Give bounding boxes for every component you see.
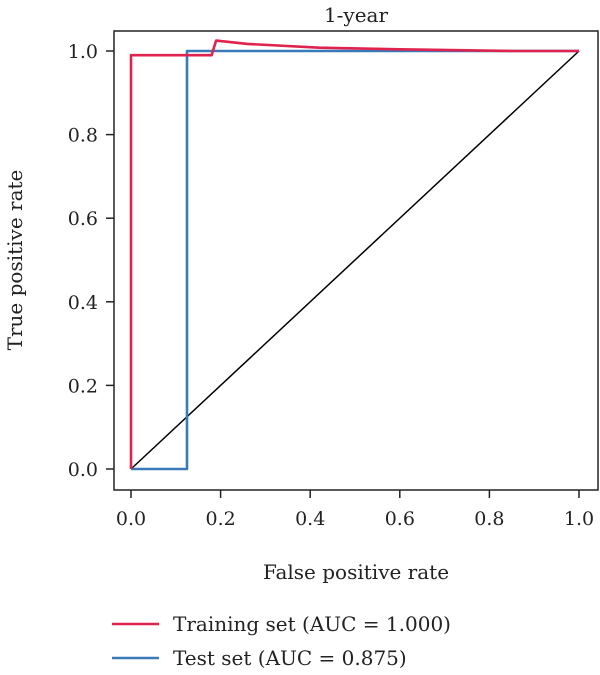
y-tick-label: 0.8 — [68, 125, 98, 147]
plot-frame — [113, 30, 599, 491]
y-axis-label: True positive rate — [3, 170, 27, 351]
test-set-roc-line — [131, 49, 579, 471]
legend: Training set (AUC = 1.000) Test set (AUC … — [112, 612, 451, 670]
plot-area — [129, 39, 580, 471]
y-tick-label: 0.0 — [68, 459, 98, 481]
x-tick-label: 0.0 — [116, 508, 146, 530]
y-tick-label: 0.2 — [68, 375, 98, 397]
x-tick-label: 0.8 — [474, 508, 504, 530]
chart-title: 1-year — [324, 3, 389, 27]
x-tick-label: 0.4 — [295, 508, 325, 530]
y-axis: 0.0 0.2 0.4 0.6 0.8 1.0 — [68, 41, 114, 481]
x-axis-label: False positive rate — [263, 560, 449, 584]
x-tick-label: 0.6 — [385, 508, 415, 530]
reference-diagonal-line — [130, 50, 580, 470]
y-tick-label: 1.0 — [68, 41, 98, 63]
x-tick-label: 1.0 — [564, 508, 594, 530]
y-tick-label: 0.4 — [68, 292, 98, 314]
legend-label-test: Test set (AUC = 0.875) — [173, 646, 407, 670]
x-tick-label: 0.2 — [205, 508, 235, 530]
legend-label-training: Training set (AUC = 1.000) — [173, 612, 451, 636]
training-set-roc-line — [129, 39, 579, 469]
x-axis: 0.0 0.2 0.4 0.6 0.8 1.0 — [116, 490, 594, 530]
y-tick-label: 0.6 — [68, 208, 98, 230]
